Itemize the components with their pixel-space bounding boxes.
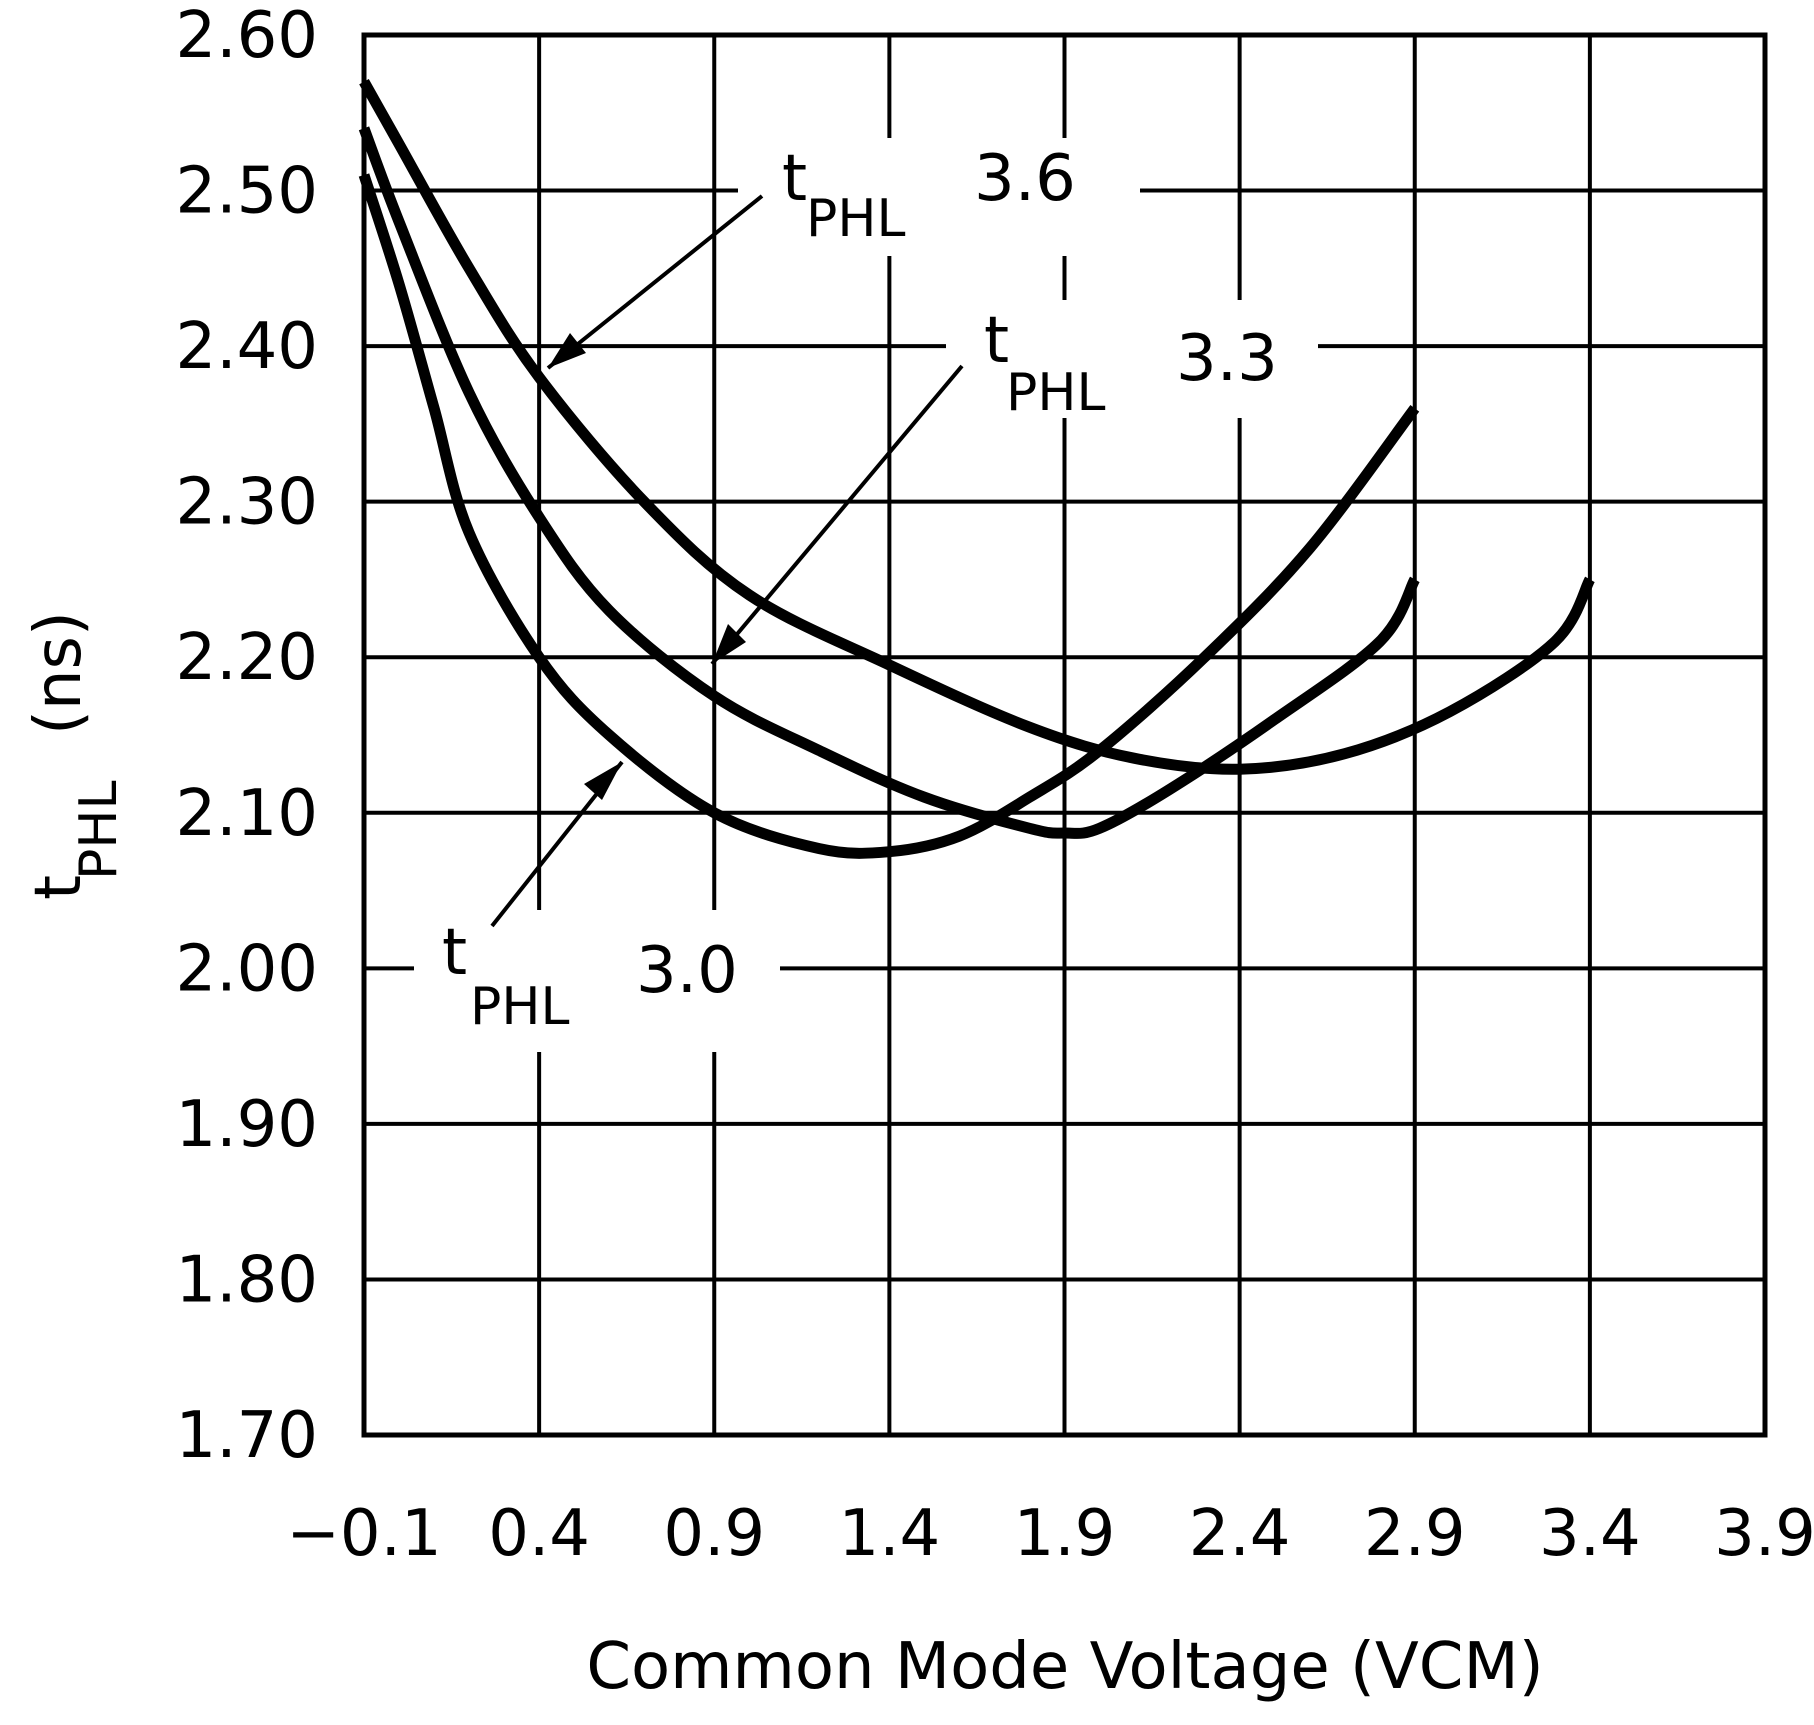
annotation-3-0: t PHL 3.0: [414, 760, 780, 1052]
x-tick-label: 2.4: [1189, 1497, 1291, 1571]
y-axis-title-t: t: [22, 875, 96, 900]
x-tick-label: 1.4: [838, 1497, 940, 1571]
y-tick-label: 2.00: [176, 932, 319, 1006]
series-line-3-6: [359, 79, 1595, 775]
y-tick-label: 1.70: [176, 1399, 319, 1473]
annotation-3-3-arrow-line: [710, 364, 964, 666]
y-axis-title-unit: (ns): [22, 611, 96, 735]
annotation-3-6-t: t: [782, 142, 807, 216]
x-tick-label: 3.4: [1539, 1497, 1641, 1571]
annotation-3-6: t PHL 3.6: [546, 138, 1140, 370]
series-line-3-0: [358, 173, 1420, 859]
y-tick-label: 2.30: [176, 466, 319, 540]
y-tick-label: 2.60: [176, 0, 319, 73]
annotation-3-6-phl: PHL: [806, 189, 905, 249]
annotation-3-6-arrowhead: [548, 333, 586, 368]
x-tick-label: 0.4: [488, 1497, 590, 1571]
y-axis-title: t PHL (ns): [22, 611, 129, 900]
x-tick-label: 0.9: [663, 1497, 765, 1571]
annotation-3-6-mask: [738, 138, 1140, 256]
series-line-3-3: [358, 126, 1420, 839]
annotation-3-6-arrow-line: [546, 194, 764, 370]
annotation-3-6-value: 3.6: [974, 142, 1076, 216]
annotation-3-3-mask: [946, 300, 1318, 418]
annotations: t PHL 3.6 t PHL 3.3 t PHL 3.0: [414, 138, 1318, 1052]
annotation-3-0-value: 3.0: [636, 934, 738, 1008]
annotation-3-0-mask: [414, 910, 780, 1052]
x-tick-label: 1.9: [1014, 1497, 1116, 1571]
annotation-3-0-arrowhead: [584, 762, 622, 800]
y-tick-label: 1.80: [176, 1243, 319, 1317]
y-tick-label: 2.40: [176, 310, 319, 384]
annotation-3-0-phl: PHL: [470, 977, 569, 1037]
x-tick-label: 2.9: [1364, 1497, 1466, 1571]
y-tick-label: 2.50: [176, 155, 319, 229]
annotation-3-3-t: t: [984, 304, 1009, 378]
y-axis-title-phl: PHL: [69, 781, 129, 880]
y-tick-label: 2.10: [176, 777, 319, 851]
y-tick-label: 1.90: [176, 1088, 319, 1162]
x-tick-label: −0.1: [286, 1497, 441, 1571]
axis-titles: Common Mode Voltage (VCM) t PHL (ns): [22, 611, 1544, 1704]
annotation-3-0-t: t: [442, 916, 467, 990]
series-lines: [358, 79, 1595, 859]
tick-labels: −0.1 0.4 0.9 1.4 1.9 2.4 2.9 3.4 3.9 2.60 2.50 2.40…: [176, 0, 1814, 1571]
y-tick-label: 2.20: [176, 621, 319, 695]
annotation-3-3: t PHL 3.3: [710, 300, 1318, 666]
x-tick-label: 3.9: [1714, 1497, 1814, 1571]
x-axis-title: Common Mode Voltage (VCM): [586, 1630, 1543, 1704]
annotation-3-3-phl: PHL: [1006, 363, 1105, 423]
plot-frame: [361, 32, 1768, 1438]
annotation-3-3-value: 3.3: [1176, 322, 1278, 396]
annotation-3-3-arrowhead: [712, 624, 746, 664]
